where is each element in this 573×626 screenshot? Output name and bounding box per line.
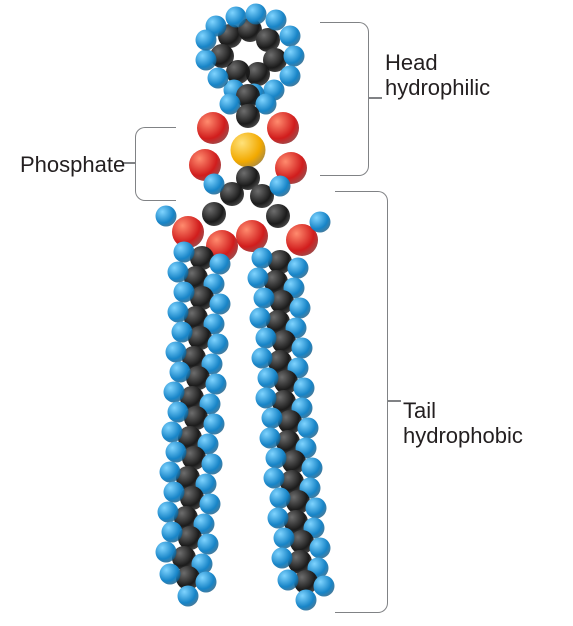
- hydrogen-atom: [266, 448, 287, 469]
- hydrogen-atom: [168, 402, 189, 423]
- hydrogen-atom: [204, 414, 225, 435]
- hydrogen-atom: [256, 388, 277, 409]
- tail-label: Tailhydrophobic: [403, 398, 523, 449]
- hydrogen-atom: [170, 362, 191, 383]
- hydrogen-atom: [260, 428, 281, 449]
- hydrogen-atom: [210, 254, 231, 275]
- hydrogen-atom: [246, 4, 267, 25]
- hydrogen-atom: [200, 494, 221, 515]
- hydrogen-atom: [294, 378, 315, 399]
- diagram-stage: { "meta": { "width": 573, "height": 626,…: [0, 0, 573, 626]
- phosphorus-atom: [231, 133, 266, 168]
- carbon-atom: [266, 204, 290, 228]
- hydrogen-atom: [280, 26, 301, 47]
- hydrogen-atom: [278, 570, 299, 591]
- carbon-atom: [236, 104, 260, 128]
- hydrogen-atom: [258, 368, 279, 389]
- hydrogen-atom: [296, 590, 317, 611]
- hydrogen-atom: [302, 458, 323, 479]
- hydrogen-atom: [158, 502, 179, 523]
- hydrogen-atom: [196, 572, 217, 593]
- hydrogen-atom: [196, 50, 217, 71]
- hydrogen-atom: [210, 294, 231, 315]
- hydrogen-atom: [268, 508, 289, 529]
- hydrogen-atom: [156, 206, 177, 227]
- tail-bracket-tick: [387, 400, 401, 401]
- hydrogen-atom: [204, 174, 225, 195]
- hydrogen-atom: [208, 68, 229, 89]
- head-bracket-tick: [368, 97, 382, 98]
- hydrogen-atom: [172, 322, 193, 343]
- phosphate-bracket: [135, 127, 176, 201]
- hydrogen-atom: [252, 348, 273, 369]
- hydrogen-atom: [160, 462, 181, 483]
- hydrogen-atom: [310, 212, 331, 233]
- hydrogen-atom: [250, 308, 271, 329]
- hydrogen-atom: [298, 418, 319, 439]
- hydrogen-atom: [166, 342, 187, 363]
- carbon-atom: [202, 202, 226, 226]
- hydrogen-atom: [160, 564, 181, 585]
- hydrogen-atom: [256, 328, 277, 349]
- hydrogen-atom: [174, 242, 195, 263]
- hydrogen-atom: [272, 548, 293, 569]
- hydrogen-atom: [162, 522, 183, 543]
- hydrogen-atom: [198, 534, 219, 555]
- tail-bracket: [335, 191, 388, 613]
- hydrogen-atom: [162, 422, 183, 443]
- hydrogen-atom: [248, 268, 269, 289]
- hydrogen-atom: [156, 542, 177, 563]
- hydrogen-atom: [284, 46, 305, 67]
- hydrogen-atom: [290, 298, 311, 319]
- hydrogen-atom: [306, 498, 327, 519]
- hydrogen-atom: [314, 576, 335, 597]
- head-bracket: [320, 22, 369, 176]
- hydrogen-atom: [292, 338, 313, 359]
- hydrogen-atom: [206, 374, 227, 395]
- hydrogen-atom: [168, 302, 189, 323]
- hydrogen-atom: [174, 282, 195, 303]
- hydrogen-atom: [270, 176, 291, 197]
- hydrogen-atom: [252, 248, 273, 269]
- hydrogen-atom: [288, 258, 309, 279]
- hydrogen-atom: [310, 538, 331, 559]
- hydrogen-atom: [208, 334, 229, 355]
- hydrogen-atom: [166, 442, 187, 463]
- hydrogen-atom: [196, 30, 217, 51]
- head-label: Headhydrophilic: [385, 50, 490, 101]
- hydrogen-atom: [178, 586, 199, 607]
- oxygen-atom: [267, 112, 299, 144]
- hydrogen-atom: [168, 262, 189, 283]
- hydrogen-atom: [226, 7, 247, 28]
- hydrogen-atom: [270, 488, 291, 509]
- hydrogen-atom: [164, 382, 185, 403]
- hydrogen-atom: [264, 468, 285, 489]
- hydrogen-atom: [254, 288, 275, 309]
- hydrogen-atom: [262, 408, 283, 429]
- hydrogen-atom: [274, 528, 295, 549]
- hydrogen-atom: [164, 482, 185, 503]
- hydrogen-atom: [202, 454, 223, 475]
- oxygen-atom: [197, 112, 229, 144]
- phosphate-label: Phosphate: [20, 152, 125, 177]
